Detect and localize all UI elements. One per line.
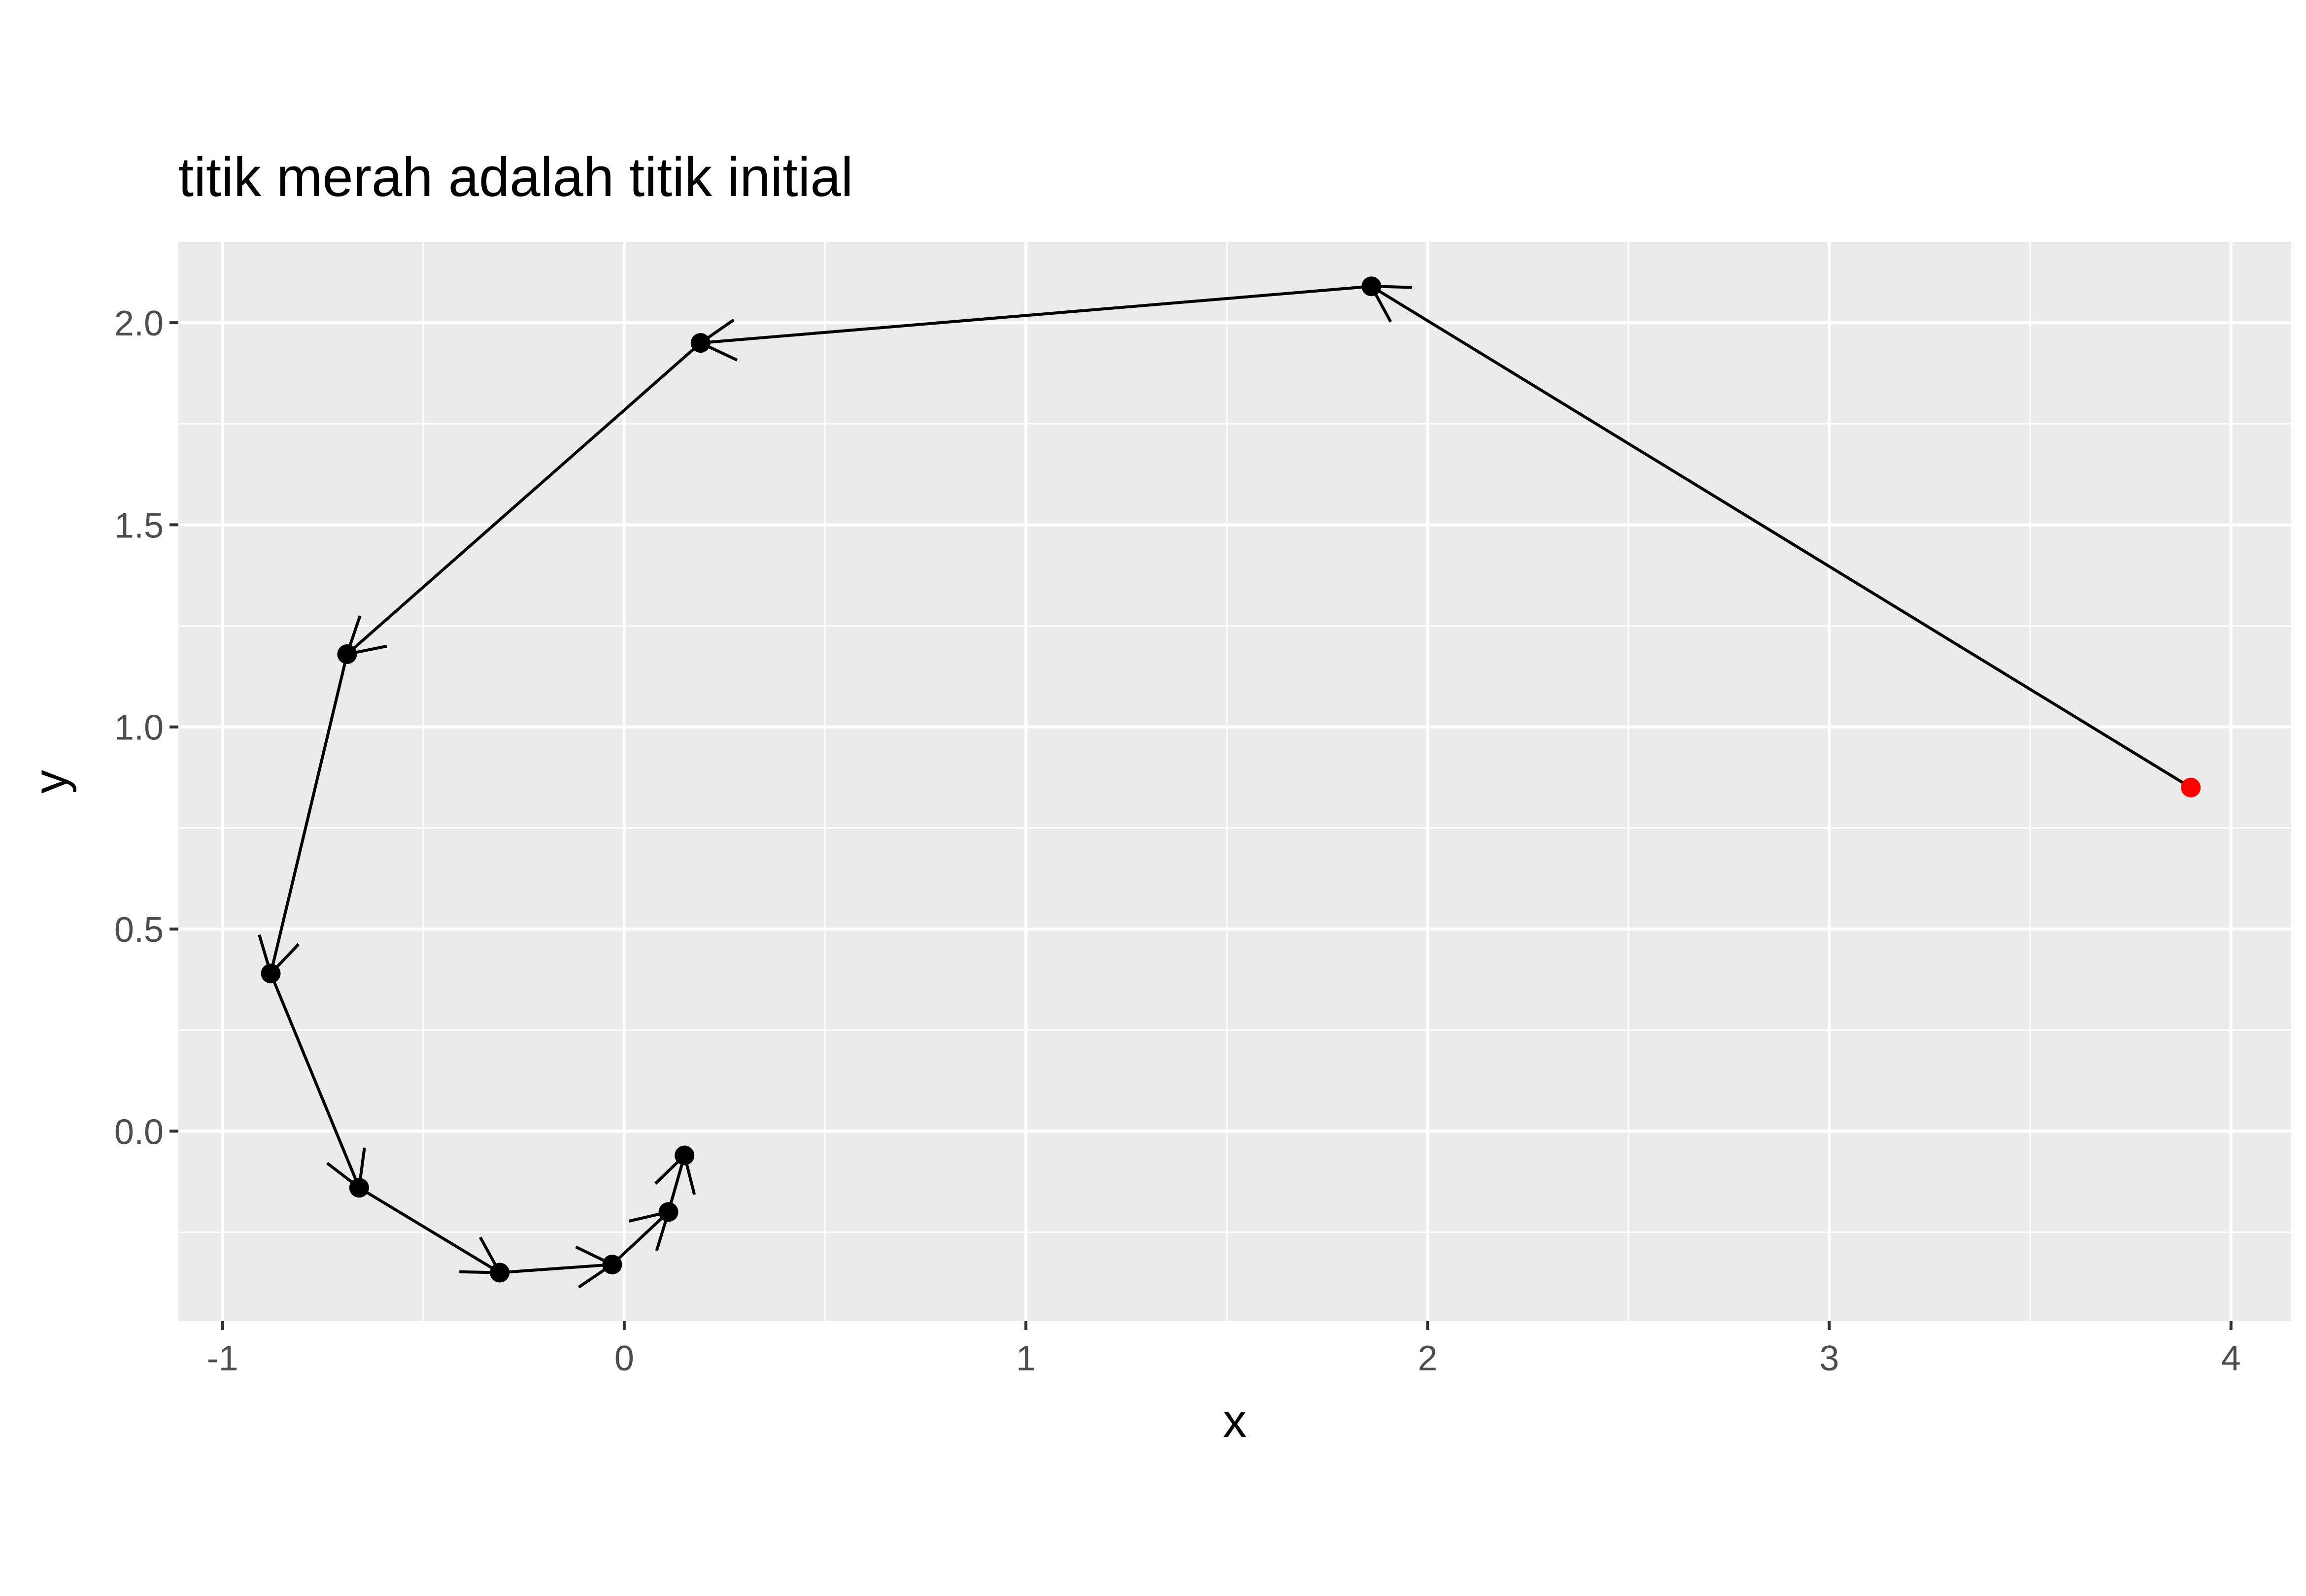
x-axis-title: x <box>1223 1395 1247 1447</box>
data-point <box>349 1178 369 1198</box>
grid-minor <box>178 242 2291 1321</box>
trajectory-segment <box>1370 285 2192 789</box>
data-point <box>1361 276 1382 297</box>
data-point <box>337 644 357 665</box>
y-tick-labels: 0.0 0.5 1.0 1.5 2.0 <box>114 304 164 1152</box>
chart-title: titik merah adalah titik initial <box>178 146 853 208</box>
trajectory-segment <box>269 654 349 974</box>
y-tick-label: 1.0 <box>114 708 164 748</box>
trajectory-segment <box>700 285 1372 345</box>
data-point <box>490 1263 510 1283</box>
trajectory-points <box>261 276 2201 1283</box>
grid-major <box>178 242 2291 1321</box>
x-tick-labels: -1 0 1 2 3 4 <box>207 1339 2241 1378</box>
x-tick-label: 3 <box>1819 1339 1839 1378</box>
data-point <box>658 1202 678 1222</box>
data-point <box>261 964 281 984</box>
data-point <box>690 333 711 353</box>
axis-ticks <box>170 321 2233 1330</box>
y-tick-label: 0.5 <box>114 910 164 950</box>
y-axis-title: y <box>24 770 77 794</box>
x-tick-label: 4 <box>2221 1339 2241 1378</box>
y-tick-label: 0.0 <box>114 1112 164 1152</box>
y-tick-label: 1.5 <box>114 506 164 545</box>
x-tick-label: 0 <box>614 1339 634 1378</box>
trajectory-segment <box>358 1186 501 1274</box>
x-tick-label: 1 <box>1016 1339 1036 1378</box>
data-point <box>675 1145 695 1165</box>
x-tick-label: 2 <box>1418 1339 1437 1378</box>
initial-point <box>2181 777 2201 798</box>
trajectory-segment <box>269 973 361 1189</box>
data-point <box>602 1255 622 1275</box>
y-tick-label: 2.0 <box>114 304 164 343</box>
trajectory-segment <box>499 1263 612 1274</box>
trajectory-segment <box>346 341 702 656</box>
x-tick-label: -1 <box>207 1339 238 1378</box>
trajectory-segment <box>611 1211 670 1266</box>
plot-panel <box>178 242 2291 1321</box>
